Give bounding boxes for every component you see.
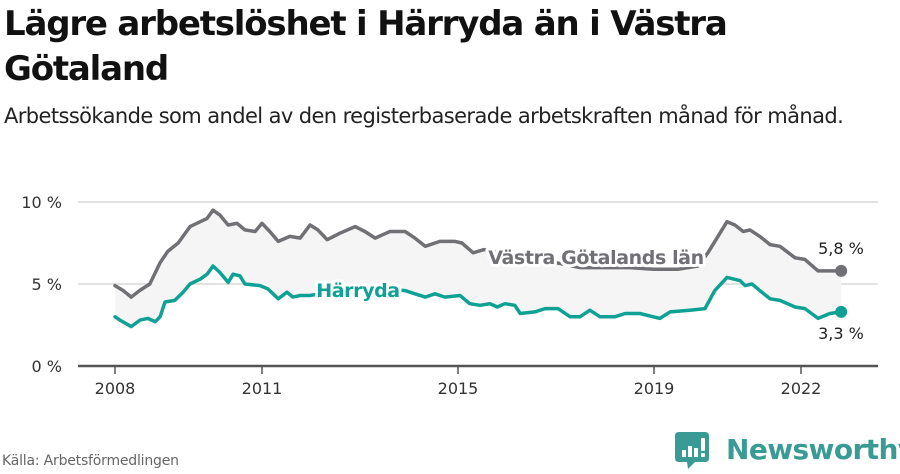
x-tick-label: 2011	[242, 379, 283, 398]
end-marker-harryda	[835, 305, 848, 318]
source-note: Källa: Arbetsförmedlingen	[2, 453, 179, 469]
series-label-vastra-gotaland: Västra Götalands län	[488, 247, 703, 269]
y-axis-labels: 0 % 5 % 10 %	[21, 193, 62, 376]
x-axis: 2008 2011 2015 2019 2022	[78, 364, 878, 398]
x-tick-label: 2022	[781, 379, 822, 398]
y-tick-label: 0 %	[32, 357, 62, 376]
brand-name: Newsworthy	[726, 433, 900, 466]
end-marker-vastra-gotaland	[835, 264, 848, 277]
newsworthy-logo: Newsworthy	[674, 430, 900, 470]
end-label-harryda: 3,3 %	[818, 324, 864, 343]
y-tick-label: 10 %	[21, 193, 62, 212]
series-label-harryda: Härryda	[316, 280, 399, 302]
band-between-series	[115, 210, 842, 327]
series-line-harryda	[113, 264, 843, 329]
end-label-vastra-gotaland: 5,8 %	[818, 239, 864, 258]
x-tick-label: 2019	[634, 379, 675, 398]
chart-title: Lägre arbetslöshet i Härryda än i Västra…	[4, 4, 728, 89]
chart-subtitle: Arbetssökande som andel av den registerb…	[4, 104, 844, 128]
y-tick-label: 5 %	[32, 275, 62, 294]
newsworthy-chart-bubble-icon	[675, 432, 709, 469]
x-tick-label: 2015	[438, 379, 479, 398]
series-line-vastra-gotaland	[113, 208, 843, 299]
x-tick-label: 2008	[95, 379, 136, 398]
